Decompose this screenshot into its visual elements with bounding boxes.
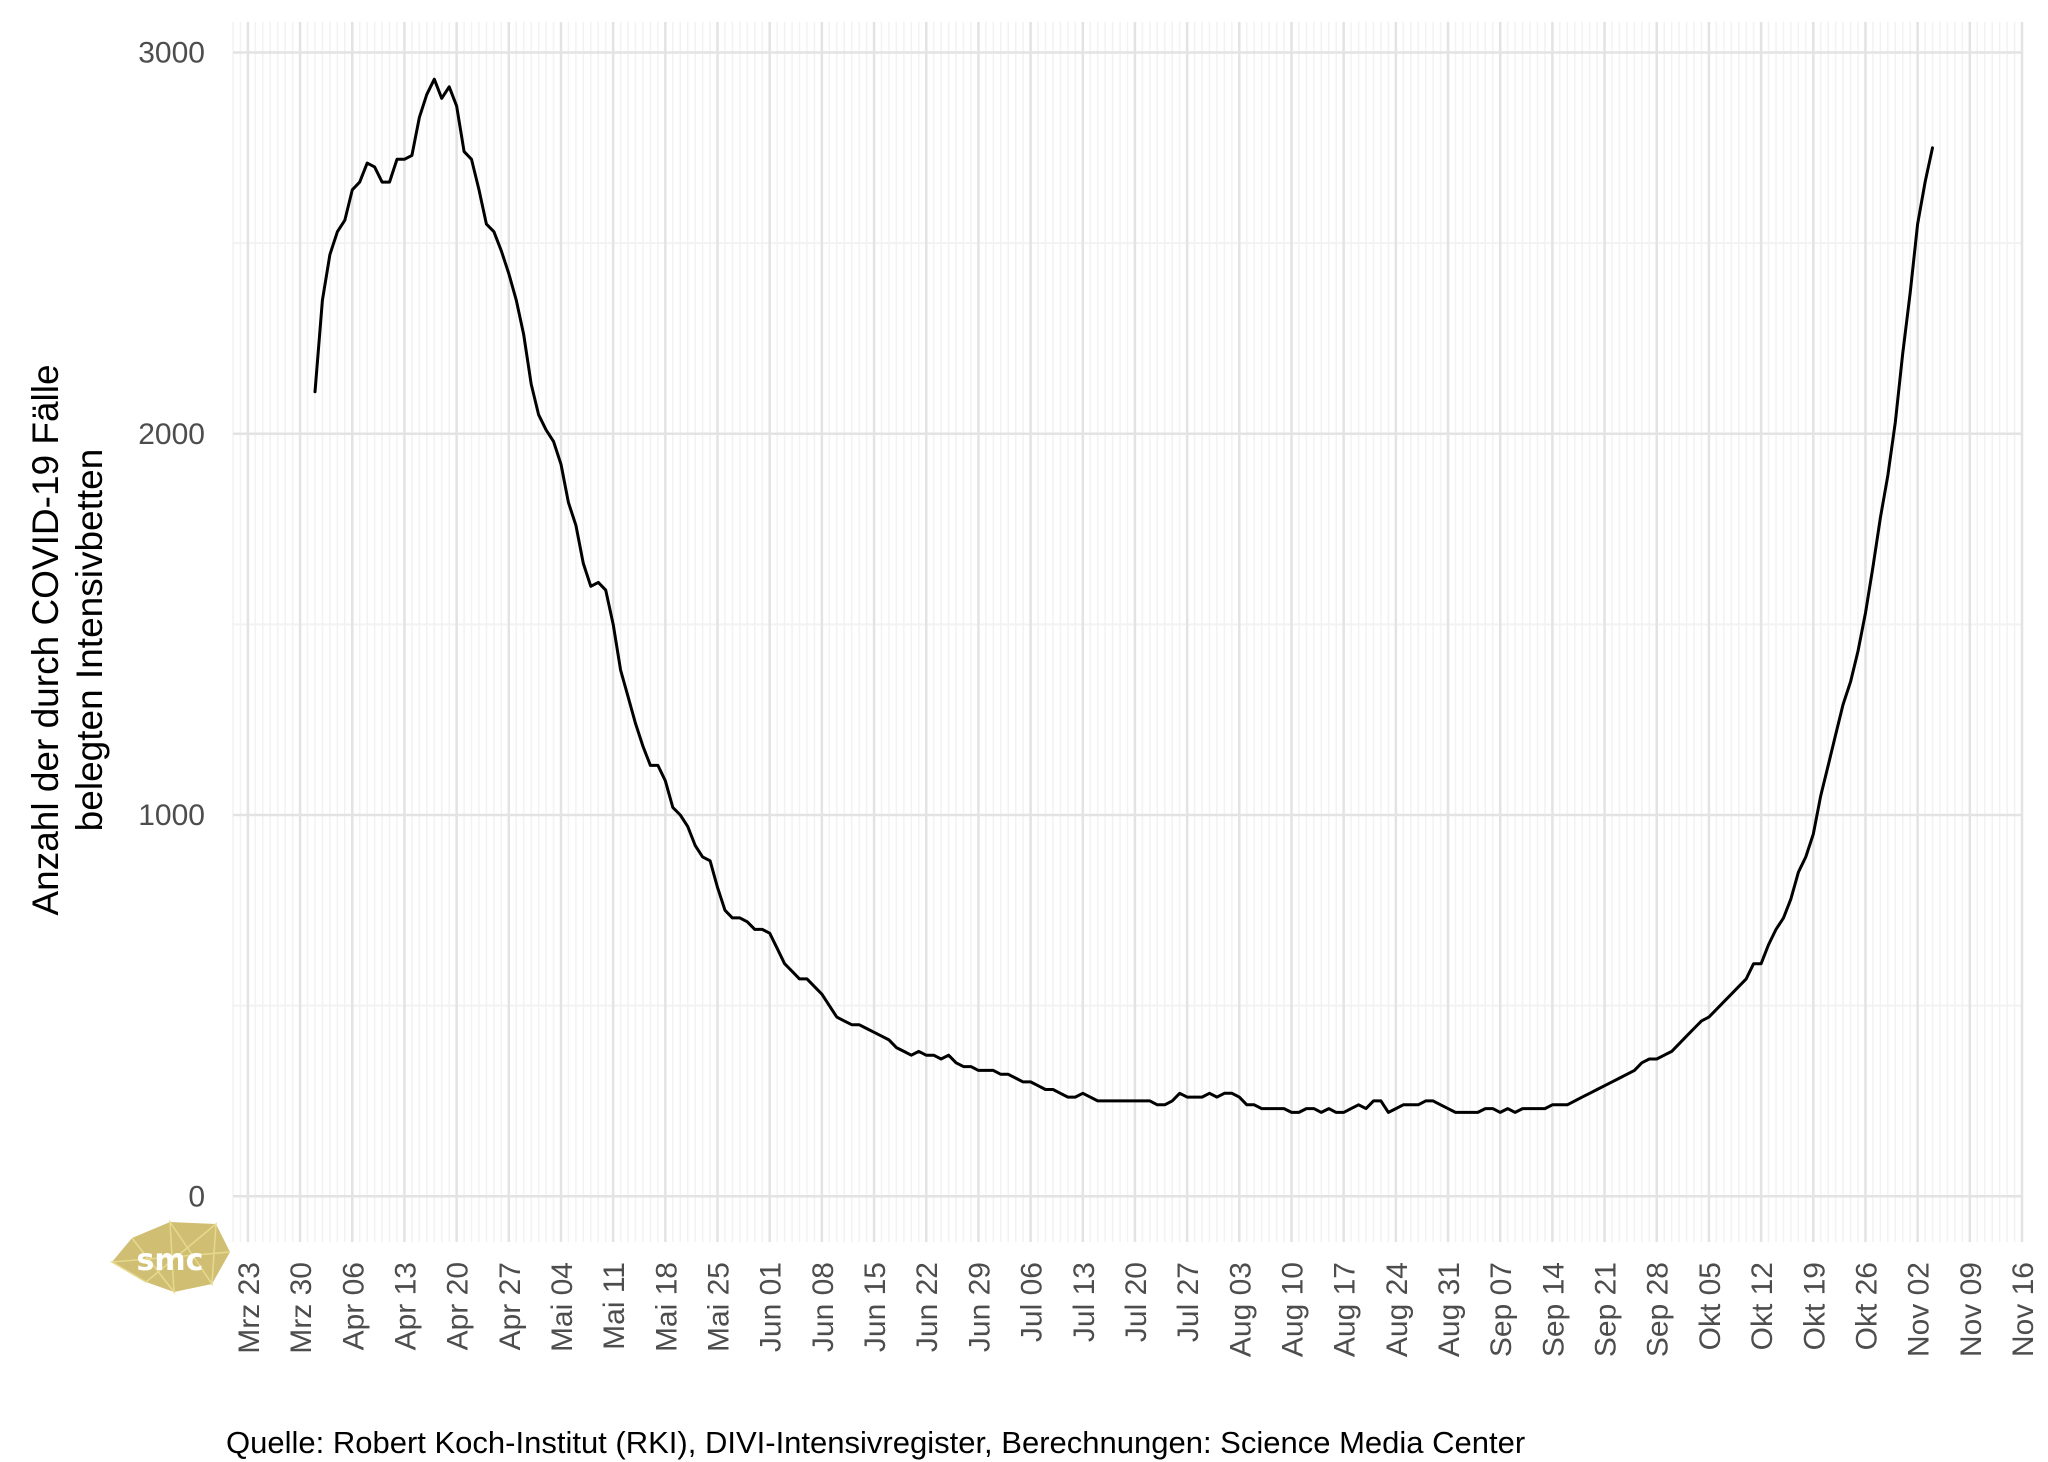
x-tick-label: Nov 16: [2007, 1262, 2040, 1357]
x-tick-label: Aug 24: [1381, 1262, 1414, 1357]
x-tick-label: Okt 26: [1850, 1262, 1883, 1350]
x-tick-label: Jun 22: [911, 1262, 944, 1352]
x-tick-label: Jun 15: [859, 1262, 892, 1352]
grid-major-y: [233, 51, 2022, 1198]
smc-logo-lines: [109, 1219, 231, 1295]
y-tick-label: 0: [188, 1180, 205, 1213]
x-axis-ticks: Mrz 23 Mrz 30 Apr 06 Apr 13 Apr 20 Apr 27 Mai …: [233, 1262, 2040, 1357]
y-tick-label: 2000: [138, 418, 205, 451]
y-tick-label: 3000: [138, 37, 205, 70]
x-tick-label: Mai 11: [598, 1262, 631, 1350]
x-tick-label: Sep 21: [1590, 1262, 1623, 1357]
x-tick-label: Sep 28: [1642, 1262, 1675, 1357]
grid-major-x: [246, 22, 2024, 1242]
x-tick-label: Aug 31: [1433, 1262, 1466, 1357]
x-tick-label: Okt 19: [1798, 1262, 1831, 1350]
smc-logo: smc: [109, 1219, 231, 1295]
x-tick-label: Sep 07: [1485, 1262, 1518, 1357]
x-tick-label: Jul 13: [1068, 1262, 1101, 1342]
x-tick-label: Apr 06: [337, 1262, 370, 1350]
grid-minor-x: [232, 22, 2023, 1242]
y-axis-label-line-1: Anzahl der durch COVID-19 Fälle: [25, 364, 66, 915]
x-tick-label: Jul 06: [1016, 1262, 1049, 1342]
x-tick-label: Aug 17: [1329, 1262, 1362, 1357]
x-tick-label: Okt 05: [1694, 1262, 1727, 1350]
source-caption: Quelle: Robert Koch-Institut (RKI), DIVI…: [226, 1425, 1525, 1460]
x-tick-label: Mrz 23: [233, 1262, 266, 1354]
x-tick-label: Okt 12: [1746, 1262, 1779, 1350]
x-tick-label: Sep 14: [1537, 1262, 1570, 1357]
x-tick-label: Mrz 30: [285, 1262, 318, 1354]
x-tick-label: Mai 18: [650, 1262, 683, 1352]
grid-minor-y: [233, 242, 2022, 1007]
series-line-icu-cases: [313, 77, 1934, 1114]
x-tick-label: Mai 04: [546, 1262, 579, 1352]
x-tick-label: Aug 10: [1276, 1262, 1309, 1357]
x-tick-label: Apr 20: [442, 1262, 475, 1350]
x-tick-label: Aug 03: [1224, 1262, 1257, 1357]
x-tick-label: Apr 13: [389, 1262, 422, 1350]
x-tick-label: Jul 20: [1120, 1262, 1153, 1342]
x-tick-label: Jul 27: [1172, 1262, 1205, 1342]
x-tick-label: Nov 02: [1903, 1262, 1936, 1357]
y-axis-label-line-2: belegten Intensivbetten: [69, 449, 110, 832]
x-tick-label: Jun 29: [963, 1262, 996, 1352]
x-tick-label: Jun 01: [755, 1262, 788, 1352]
x-tick-label: Nov 09: [1955, 1262, 1988, 1357]
x-tick-label: Apr 27: [494, 1262, 527, 1350]
y-axis-ticks: 0 1000 2000 3000: [138, 37, 205, 1214]
x-tick-label: Jun 08: [807, 1262, 840, 1352]
smc-logo-text: smc: [137, 1243, 204, 1278]
x-tick-label: Mai 25: [703, 1262, 736, 1352]
y-tick-label: 1000: [138, 799, 205, 832]
